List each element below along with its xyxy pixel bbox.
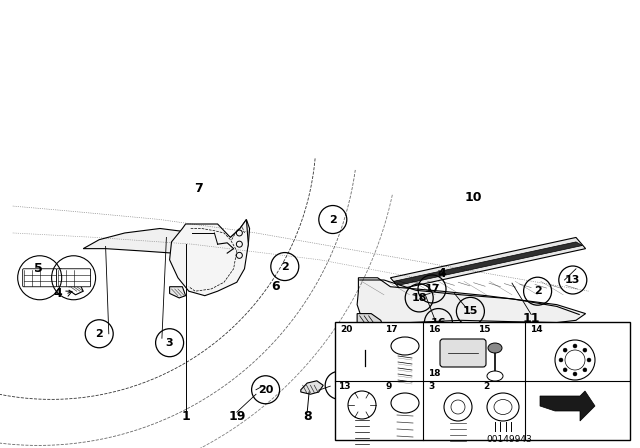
Text: 15: 15 xyxy=(478,325,490,334)
Text: 2: 2 xyxy=(329,215,337,224)
Circle shape xyxy=(563,348,567,352)
Text: 20: 20 xyxy=(340,325,353,334)
FancyBboxPatch shape xyxy=(335,322,630,440)
Text: 15: 15 xyxy=(463,306,478,316)
Text: 11: 11 xyxy=(522,311,540,325)
Ellipse shape xyxy=(487,393,519,421)
Text: 13: 13 xyxy=(565,275,580,285)
Ellipse shape xyxy=(391,337,419,355)
Ellipse shape xyxy=(391,393,419,413)
Circle shape xyxy=(555,340,595,380)
Text: 18: 18 xyxy=(428,369,440,378)
Ellipse shape xyxy=(487,371,503,381)
Text: 2: 2 xyxy=(95,329,103,339)
Polygon shape xyxy=(227,220,250,269)
Circle shape xyxy=(573,372,577,376)
FancyBboxPatch shape xyxy=(56,269,91,287)
Circle shape xyxy=(348,391,376,419)
Polygon shape xyxy=(357,314,384,334)
Text: 17: 17 xyxy=(385,325,397,334)
Circle shape xyxy=(587,358,591,362)
Text: 14: 14 xyxy=(530,325,543,334)
Ellipse shape xyxy=(488,343,502,353)
Text: 1: 1 xyxy=(181,410,190,423)
Polygon shape xyxy=(170,220,248,296)
Text: 20: 20 xyxy=(258,385,273,395)
Circle shape xyxy=(573,344,577,348)
Circle shape xyxy=(559,358,563,362)
Polygon shape xyxy=(394,242,582,285)
Text: 00149943: 00149943 xyxy=(486,435,532,444)
Text: 14: 14 xyxy=(453,385,468,395)
Circle shape xyxy=(565,350,585,370)
Text: 2: 2 xyxy=(281,262,289,271)
Text: 16: 16 xyxy=(431,318,446,327)
Text: 7: 7 xyxy=(194,181,203,195)
Text: 17: 17 xyxy=(424,284,440,294)
Text: 9: 9 xyxy=(385,382,392,391)
Polygon shape xyxy=(170,287,186,298)
Text: 3: 3 xyxy=(428,382,435,391)
Text: 9: 9 xyxy=(335,380,343,390)
Text: 2: 2 xyxy=(483,382,489,391)
Circle shape xyxy=(563,368,567,372)
Text: 5: 5 xyxy=(34,262,43,276)
Text: 4: 4 xyxy=(437,267,446,280)
Polygon shape xyxy=(357,278,586,325)
Circle shape xyxy=(583,348,587,352)
Polygon shape xyxy=(301,381,323,394)
Text: 4: 4 xyxy=(53,287,62,300)
Text: 10: 10 xyxy=(465,190,483,204)
Text: 12: 12 xyxy=(439,410,457,423)
Polygon shape xyxy=(195,233,218,251)
Circle shape xyxy=(451,400,465,414)
Ellipse shape xyxy=(494,400,512,414)
Polygon shape xyxy=(83,228,202,253)
Circle shape xyxy=(444,393,472,421)
Text: 3: 3 xyxy=(166,338,173,348)
Text: 16: 16 xyxy=(428,325,440,334)
FancyBboxPatch shape xyxy=(22,269,57,287)
Text: 18: 18 xyxy=(412,293,427,303)
FancyBboxPatch shape xyxy=(440,339,486,367)
Text: 19: 19 xyxy=(228,410,246,423)
Text: 6: 6 xyxy=(271,280,280,293)
Text: 13: 13 xyxy=(338,382,351,391)
Text: 2: 2 xyxy=(534,286,541,296)
Polygon shape xyxy=(540,391,595,421)
Text: 8: 8 xyxy=(303,410,312,423)
Circle shape xyxy=(583,368,587,372)
Polygon shape xyxy=(390,237,586,289)
